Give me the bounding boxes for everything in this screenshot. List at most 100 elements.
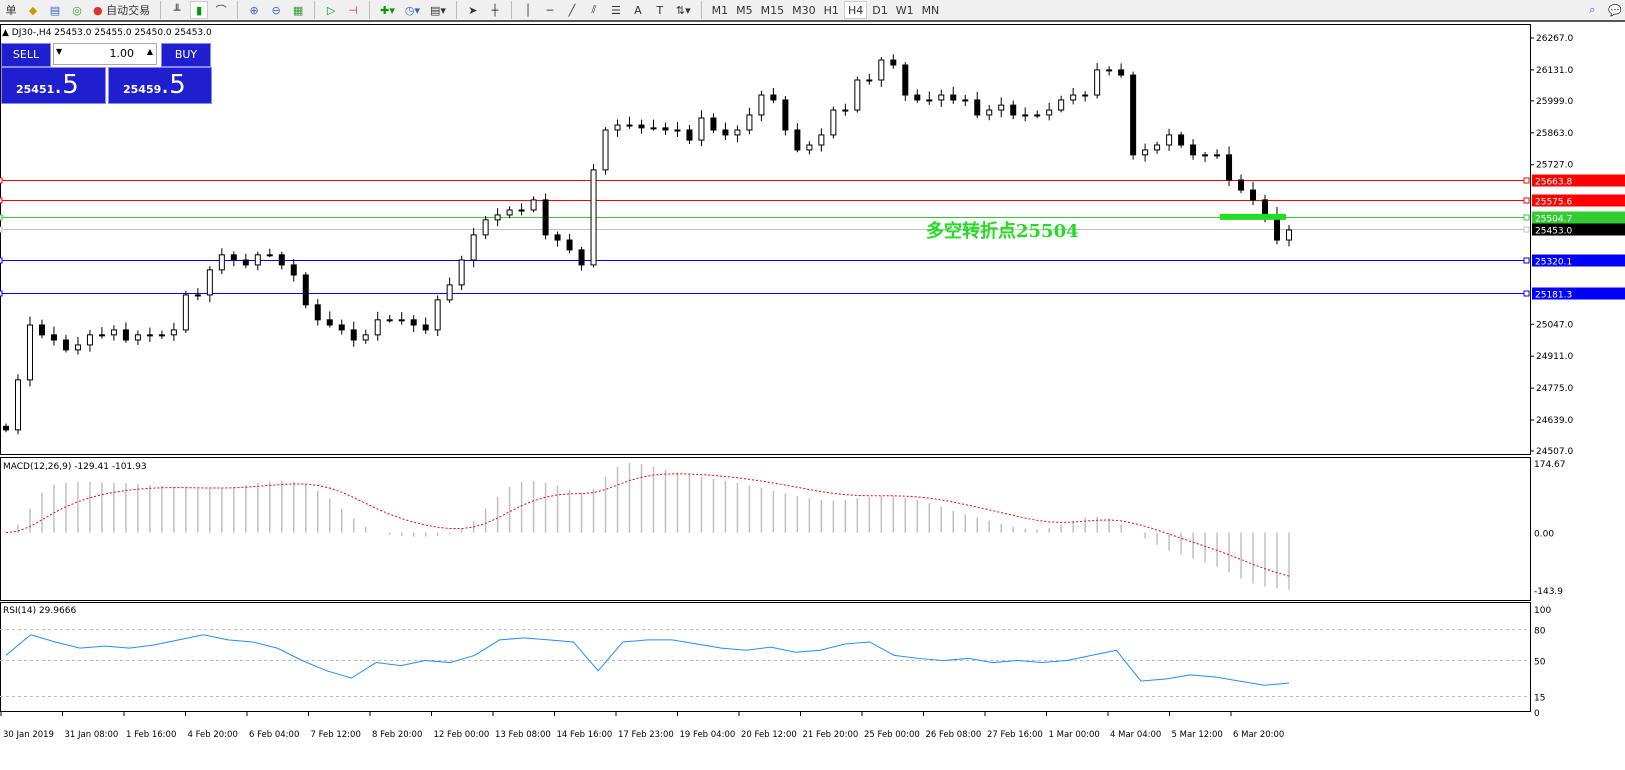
candle-body xyxy=(3,425,9,431)
candle-body xyxy=(278,254,285,266)
candle-body xyxy=(1142,149,1149,156)
divider xyxy=(369,1,371,19)
macd-tick-label: 174.67 xyxy=(1534,460,1566,470)
candle-body xyxy=(866,79,873,82)
level-handle xyxy=(0,214,3,221)
vertical-line-icon[interactable]: │ xyxy=(524,3,532,17)
candle-body xyxy=(482,219,489,236)
candle-body xyxy=(830,109,837,136)
candle-body xyxy=(74,344,81,351)
candle-body xyxy=(1130,74,1137,156)
candle-body xyxy=(230,254,237,261)
chart-area[interactable]: 26267.0 26131.0 25999.0 25863.0 25727.0 25047… xyxy=(0,24,1625,770)
sell-price[interactable]: 25451 .5 xyxy=(1,67,106,104)
timeframe-mn[interactable]: MN xyxy=(921,3,940,17)
timeframe-w1[interactable]: W1 xyxy=(895,3,914,17)
candle-body xyxy=(782,99,789,131)
price-tick-label: 26267.0 xyxy=(1536,34,1573,44)
chart-shift-icon[interactable]: ⊣ xyxy=(348,3,358,17)
level-label: 25663.8 xyxy=(1535,178,1572,188)
candle-body xyxy=(1094,69,1101,96)
rsi-tick-label: 50 xyxy=(1534,658,1546,668)
templates-icon[interactable]: ▤▾ xyxy=(429,3,446,17)
buy-button[interactable]: BUY xyxy=(161,43,211,67)
gold-icon[interactable]: ◆ xyxy=(28,3,38,17)
candle-body xyxy=(890,59,897,66)
timeframe-m15[interactable]: M15 xyxy=(760,3,785,17)
level-label: 25575.6 xyxy=(1535,198,1572,208)
candle-body xyxy=(194,294,201,297)
candle-body xyxy=(218,254,225,271)
candle-body xyxy=(1262,199,1269,216)
candlestick-icon[interactable]: ▮ xyxy=(190,1,209,19)
candle-body xyxy=(1034,114,1041,117)
menu-fragment[interactable]: 单 xyxy=(5,4,17,17)
buy-price[interactable]: 25459 .5 xyxy=(108,67,212,104)
sell-button[interactable]: SELL xyxy=(1,43,51,67)
trendline-icon[interactable]: ╱ xyxy=(568,3,576,17)
candle-body xyxy=(470,234,477,261)
time-tick-label: 6 Mar 20:00 xyxy=(1233,730,1284,740)
cursor-icon[interactable]: ➤ xyxy=(468,3,478,17)
search-icon[interactable]: ⌕ xyxy=(1589,3,1596,16)
timeframe-m5[interactable]: M5 xyxy=(736,3,753,17)
crosshair-icon[interactable]: ┼ xyxy=(491,3,499,17)
increase-icon[interactable]: ▲ xyxy=(146,47,153,56)
divider xyxy=(510,1,512,19)
autoscroll-icon[interactable]: ▷ xyxy=(326,3,336,17)
divider xyxy=(160,1,162,19)
candle-body xyxy=(746,114,753,131)
arrows-icon[interactable]: ⇅▾ xyxy=(675,3,691,17)
candle-body xyxy=(770,94,777,101)
horizontal-line-icon[interactable]: ─ xyxy=(546,3,554,17)
text-icon[interactable]: A xyxy=(634,3,642,17)
chat-icon[interactable]: 💬 xyxy=(1608,3,1622,17)
decrease-icon[interactable]: ▼ xyxy=(56,47,63,56)
time-tick-label: 12 Feb 00:00 xyxy=(434,730,490,740)
channel-icon[interactable]: ⫽ xyxy=(591,3,597,16)
candle-body xyxy=(86,334,93,346)
candle-body xyxy=(1178,134,1185,146)
timeframe-d1[interactable]: D1 xyxy=(872,3,888,17)
indicators-icon[interactable]: ✚▾ xyxy=(380,3,395,17)
candle-body xyxy=(722,129,729,136)
candle-body xyxy=(542,199,549,236)
timeframe-m1[interactable]: M1 xyxy=(711,3,729,17)
price-tick-label: 25999.0 xyxy=(1536,97,1573,107)
candle-body xyxy=(302,274,309,306)
time-tick-label: 7 Feb 12:00 xyxy=(311,730,361,740)
timeframe-m30[interactable]: M30 xyxy=(792,3,816,17)
candle-body xyxy=(134,334,141,341)
candle-body xyxy=(1202,154,1209,157)
rsi-tick-label: 80 xyxy=(1534,627,1546,637)
price-tick-label: 24507.0 xyxy=(1536,447,1573,457)
tile-icon[interactable]: ▦ xyxy=(292,3,304,17)
candle-body xyxy=(626,124,633,127)
periods-icon[interactable]: ◷▾ xyxy=(404,3,420,17)
signal-icon[interactable]: ◎ xyxy=(72,3,82,17)
candle-body xyxy=(326,319,333,326)
autotrade-button[interactable]: ● 自动交易 xyxy=(90,1,153,19)
candle-body xyxy=(710,117,717,131)
line-chart-icon[interactable]: ⌒ xyxy=(215,4,227,17)
price-tick-label: 25047.0 xyxy=(1536,320,1573,330)
lot-input[interactable]: ▼ 1.00 ▲ xyxy=(53,43,157,65)
autotrade-label: 自动交易 xyxy=(106,4,151,17)
candle-body xyxy=(1250,189,1257,201)
bar-chart-icon[interactable]: ╨ xyxy=(173,3,181,17)
autotrade-icon: ● xyxy=(93,3,103,17)
candle-body xyxy=(1190,144,1197,156)
text-label-icon[interactable]: T xyxy=(656,3,664,17)
fibonacci-icon[interactable]: ☰ xyxy=(610,3,621,17)
price-tick-label: 24639.0 xyxy=(1536,416,1573,426)
rsi-tick-label: 100 xyxy=(1534,606,1551,616)
level-handle xyxy=(1523,290,1530,297)
navigator-icon[interactable]: ▤ xyxy=(49,3,61,17)
zoom-in-icon[interactable]: ⊕ xyxy=(249,3,259,17)
candle-body xyxy=(674,129,681,132)
candle-body xyxy=(350,329,357,341)
timeframe-h1[interactable]: H1 xyxy=(823,3,839,17)
timeframe-h4[interactable]: H4 xyxy=(843,1,868,19)
time-tick-label: 25 Feb 00:00 xyxy=(864,730,920,740)
zoom-out-icon[interactable]: ⊖ xyxy=(271,3,281,17)
